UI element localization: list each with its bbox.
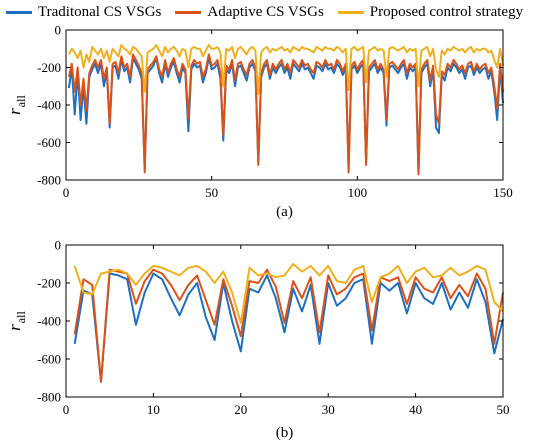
legend-item-traditional: Traditonal CS VSGs <box>6 4 161 21</box>
legend-item-proposed: Proposed control strategy <box>337 3 524 21</box>
y-tick-label-a-0: 0 <box>55 23 62 38</box>
y-tick-label-a-1: -200 <box>37 60 61 75</box>
x-tick-label-b-4: 40 <box>409 402 422 417</box>
x-tick-label-a-0: 0 <box>63 185 70 200</box>
series-line-a-1 <box>67 53 504 176</box>
x-tick-label-a-2: 100 <box>348 185 368 200</box>
x-tick-label-a-1: 50 <box>205 185 218 200</box>
series-line-a-2 <box>68 44 504 95</box>
legend-label-traditional: Traditonal CS VSGs <box>38 3 162 20</box>
legend-label-proposed: Proposed control strategy <box>369 3 524 20</box>
y-tick-label-a-4: -800 <box>37 173 61 188</box>
x-tick-label-b-5: 50 <box>497 402 510 417</box>
y-tick-label-b-0: 0 <box>55 238 62 253</box>
panel-caption-a: (a) <box>276 204 293 220</box>
chart-panel-a: 0 50 100 150 0 -200 -400 -600 -800 rall (a) <box>5 23 513 221</box>
x-tick-label-a-3: 150 <box>493 185 513 200</box>
x-tick-label-b-0: 0 <box>63 402 70 417</box>
y-axis-label-b: rall <box>5 311 28 331</box>
y-tick-label-b-2: -400 <box>37 314 61 329</box>
y-tick-label-a-2: -400 <box>37 98 61 113</box>
legend-item-adaptive: Adaptive CS VSGs <box>175 3 324 21</box>
legend-swatch-traditional <box>6 10 32 14</box>
y-tick-label-a-3: -600 <box>37 135 61 150</box>
legend-swatch-proposed <box>337 10 364 14</box>
y-axis-label-a: rall <box>5 95 28 115</box>
y-tick-label-b-1: -200 <box>37 276 61 291</box>
legend-swatch-adaptive <box>175 10 202 14</box>
y-tick-label-b-3: -600 <box>37 352 61 367</box>
series-line-b-2 <box>73 263 504 324</box>
chart-legend: Traditonal CS VSGs Adaptive CS VSGs Prop… <box>0 0 550 24</box>
legend-label-adaptive: Adaptive CS VSGs <box>207 3 324 20</box>
panel-caption-b: (b) <box>276 425 294 441</box>
y-tick-label-b-4: -800 <box>37 390 61 405</box>
series-line-b-0 <box>73 272 504 383</box>
x-tick-label-b-2: 20 <box>234 402 247 417</box>
x-tick-label-b-1: 10 <box>147 402 160 417</box>
chart-panel-b: 0 10 20 30 40 50 0 -200 -400 -600 -800 rall (b) <box>5 238 510 442</box>
series-line-b-1 <box>73 268 504 383</box>
x-tick-label-b-3: 30 <box>322 402 335 417</box>
